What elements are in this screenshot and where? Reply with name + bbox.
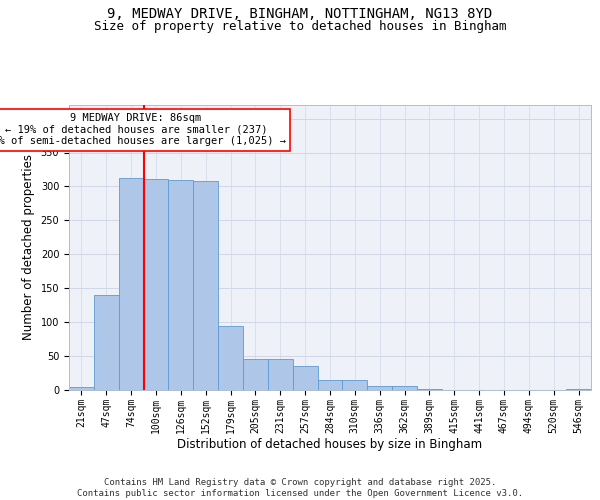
X-axis label: Distribution of detached houses by size in Bingham: Distribution of detached houses by size … xyxy=(178,438,482,452)
Bar xyxy=(566,388,591,390)
Bar xyxy=(417,388,442,390)
Text: 9 MEDWAY DRIVE: 86sqm
← 19% of detached houses are smaller (237)
81% of semi-det: 9 MEDWAY DRIVE: 86sqm ← 19% of detached … xyxy=(0,113,286,146)
Bar xyxy=(94,295,119,390)
Bar xyxy=(268,360,293,390)
Y-axis label: Number of detached properties: Number of detached properties xyxy=(22,154,35,340)
Bar xyxy=(169,180,193,390)
Bar xyxy=(317,380,343,390)
Text: 9, MEDWAY DRIVE, BINGHAM, NOTTINGHAM, NG13 8YD: 9, MEDWAY DRIVE, BINGHAM, NOTTINGHAM, NG… xyxy=(107,8,493,22)
Bar xyxy=(293,366,317,390)
Bar xyxy=(243,359,268,390)
Bar xyxy=(119,178,143,390)
Bar xyxy=(343,380,367,390)
Text: Contains HM Land Registry data © Crown copyright and database right 2025.
Contai: Contains HM Land Registry data © Crown c… xyxy=(77,478,523,498)
Bar xyxy=(218,326,243,390)
Bar xyxy=(367,386,392,390)
Text: Size of property relative to detached houses in Bingham: Size of property relative to detached ho… xyxy=(94,20,506,33)
Bar xyxy=(69,388,94,390)
Bar xyxy=(143,179,169,390)
Bar xyxy=(392,386,417,390)
Bar xyxy=(193,181,218,390)
